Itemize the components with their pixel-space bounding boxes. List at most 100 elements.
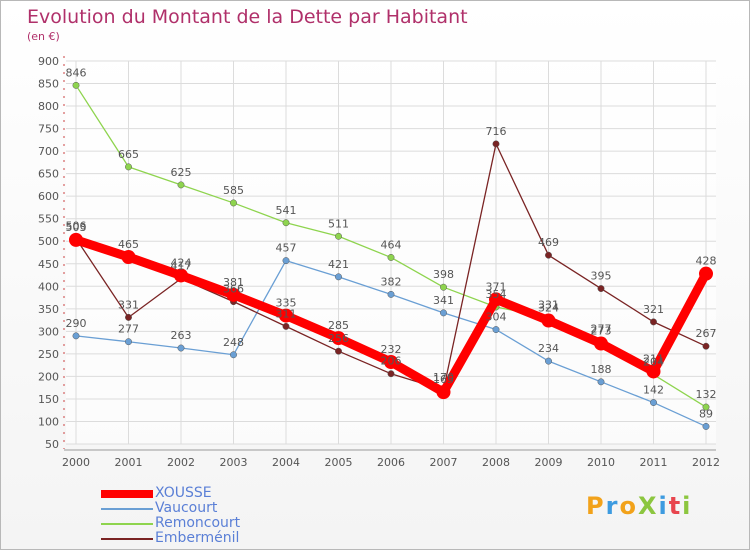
data-label: 395: [591, 270, 612, 283]
y-tick-label: 150: [38, 393, 59, 406]
data-point: [177, 344, 185, 352]
data-label: 382: [381, 275, 402, 288]
legend-item: Vaucourt: [101, 501, 240, 516]
data-point: [545, 357, 552, 365]
data-label: 506: [66, 220, 87, 233]
data-label: 304: [486, 311, 507, 324]
data-point: [650, 318, 657, 326]
y-tick-label: 900: [38, 55, 59, 68]
data-label: 341: [433, 294, 454, 307]
y-tick-label: 250: [38, 348, 59, 361]
y-tick-label: 300: [38, 325, 59, 338]
data-label: 89: [699, 407, 713, 420]
data-label: 503: [66, 221, 87, 234]
y-tick-label: 800: [38, 100, 59, 113]
data-label: 354: [486, 288, 507, 301]
data-label: 277: [118, 323, 139, 336]
data-label: 417: [171, 260, 192, 273]
data-point: [125, 163, 132, 171]
data-point: [646, 364, 661, 379]
chart-subtitle: (en €): [27, 30, 60, 43]
y-tick-label: 450: [38, 258, 59, 271]
y-tick-label: 100: [38, 415, 59, 428]
data-label: 331: [118, 298, 139, 311]
y-tick-label: 400: [38, 280, 59, 293]
data-label: 277: [591, 323, 612, 336]
data-point: [650, 399, 657, 406]
y-tick-label: 500: [38, 235, 59, 248]
data-label: 290: [66, 317, 87, 330]
data-point: [125, 313, 132, 321]
logo-letter: P: [586, 492, 606, 520]
data-point: [702, 342, 710, 350]
data-point: [177, 181, 185, 189]
y-tick-label: 750: [38, 123, 59, 136]
data-point: [174, 268, 188, 283]
data-point: [440, 309, 447, 317]
data-point: [387, 290, 395, 298]
x-tick-label: 2007: [430, 456, 458, 469]
data-label: 273: [591, 325, 612, 338]
y-tick-label: 50: [45, 438, 59, 451]
data-label: 234: [538, 342, 559, 355]
data-label: 457: [276, 242, 297, 255]
data-point: [282, 322, 290, 330]
data-label: 464: [381, 238, 402, 251]
data-label: 232: [381, 343, 402, 356]
y-tick-label: 700: [38, 145, 59, 158]
data-label: 285: [328, 319, 349, 332]
data-label: 465: [118, 238, 139, 251]
data-label: 371: [486, 280, 507, 293]
data-label: 248: [223, 336, 244, 349]
data-point: [440, 283, 447, 291]
data-point: [489, 292, 503, 307]
data-point: [492, 140, 500, 148]
data-point: [387, 254, 395, 261]
x-tick-label: 2009: [535, 456, 563, 469]
data-label: 165: [433, 373, 454, 386]
data-point: [230, 351, 237, 359]
data-point: [279, 308, 293, 323]
data-label: 211: [643, 352, 664, 365]
data-point: [121, 250, 136, 265]
data-label: 366: [223, 283, 244, 296]
legend-item: Emberménil: [101, 531, 240, 546]
data-point: [335, 232, 342, 240]
data-label: 321: [643, 303, 664, 316]
x-tick-label: 2001: [115, 456, 143, 469]
x-tick-label: 2005: [325, 456, 353, 469]
logo-letter: i: [682, 492, 693, 520]
legend-item: Remoncourt: [101, 516, 240, 531]
data-point: [72, 81, 80, 89]
x-tick-label: 2003: [220, 456, 248, 469]
x-tick-label: 2012: [692, 456, 720, 469]
legend-swatch: [101, 507, 153, 510]
y-tick-label: 550: [38, 213, 59, 226]
data-label: 311: [276, 307, 297, 320]
data-point: [282, 257, 290, 265]
data-label: 331: [538, 298, 559, 311]
y-tick-label: 650: [38, 168, 59, 181]
y-tick-label: 600: [38, 190, 59, 203]
data-label: 204: [643, 356, 664, 369]
data-point: [702, 403, 710, 411]
legend-swatch: [101, 537, 153, 540]
data-label: 381: [223, 276, 244, 289]
data-label: 625: [171, 166, 192, 179]
data-label: 206: [381, 355, 402, 368]
x-tick-label: 2006: [377, 456, 405, 469]
data-point: [597, 285, 605, 292]
data-point: [594, 336, 608, 351]
y-tick-label: 200: [38, 370, 59, 383]
proxiti-logo: ProXiti: [586, 492, 692, 520]
data-label: 170: [433, 371, 454, 384]
x-tick-label: 2000: [62, 456, 90, 469]
logo-letter: o: [619, 492, 638, 520]
data-label: 256: [328, 332, 349, 345]
logo-letter: t: [668, 492, 683, 520]
data-point: [384, 354, 398, 369]
data-label: 142: [643, 384, 664, 397]
data-point: [436, 385, 451, 400]
data-label: 421: [328, 258, 349, 271]
